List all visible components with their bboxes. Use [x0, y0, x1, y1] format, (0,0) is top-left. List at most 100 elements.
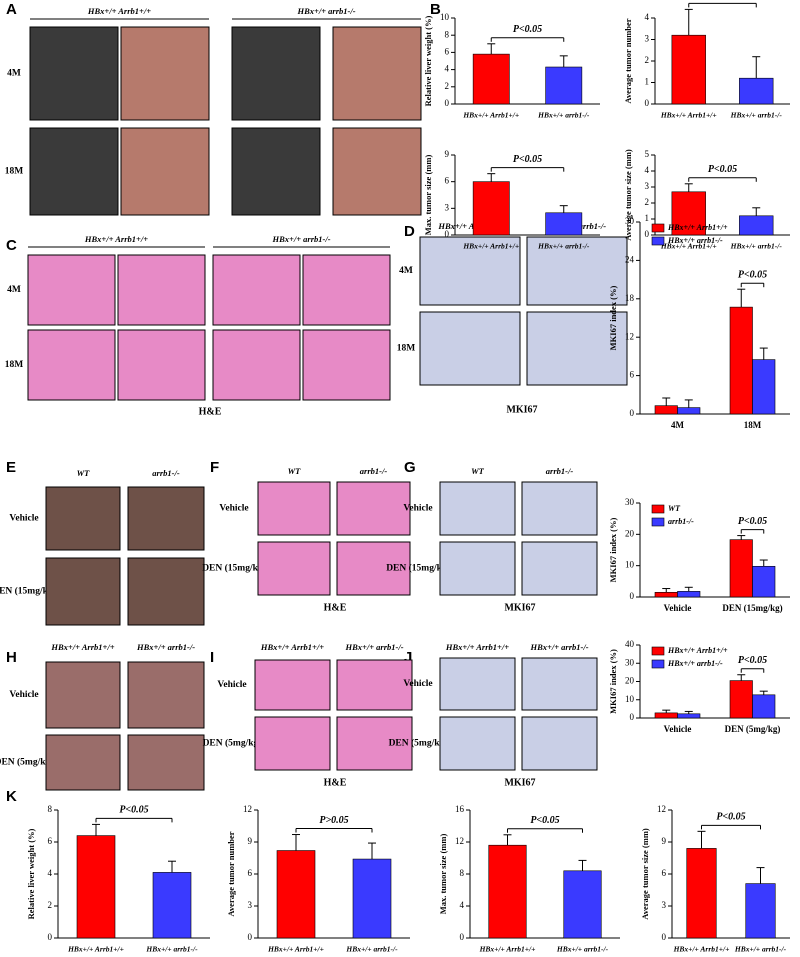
image: [419, 311, 521, 386]
bar: [677, 591, 701, 598]
row-label: Vehicle: [217, 680, 246, 690]
bar: [671, 34, 706, 105]
image: [120, 127, 210, 216]
image: [212, 254, 301, 326]
image: [117, 254, 206, 326]
legend-label: HBx+/+ arrb1-/-: [667, 236, 723, 245]
y-axis-label: Average tumor number: [226, 831, 236, 916]
column-header: HBx+/+ Arrb1+/+: [437, 221, 501, 231]
bar: [545, 66, 583, 105]
y-tick-label: 0: [630, 712, 635, 722]
y-tick-label: 8: [48, 804, 53, 814]
image: [231, 127, 321, 216]
annotation: P<0.05: [738, 516, 767, 527]
annotation: P<0.05: [716, 812, 745, 823]
bar: [654, 405, 678, 415]
image: [332, 127, 422, 216]
bar: [739, 77, 774, 105]
y-tick-label: 6: [248, 868, 253, 878]
bar: [677, 713, 701, 719]
image: [439, 716, 516, 771]
legend-label: HBx+/+ Arrb1+/+: [667, 646, 728, 655]
bar: [686, 848, 717, 939]
panel-letter: C: [6, 237, 17, 254]
x-tick-label: HBx+/+ Arrb1+/+: [462, 242, 519, 251]
y-tick-label: 30: [625, 497, 635, 507]
image: [127, 557, 205, 626]
row-label: 4M: [399, 266, 413, 276]
bar: [654, 591, 678, 598]
y-tick-label: 9: [445, 149, 450, 159]
stain-label: MKI67: [504, 602, 535, 613]
y-tick-label: 0: [248, 932, 253, 942]
legend-swatch: [651, 517, 665, 527]
panel-letter: E: [6, 459, 16, 476]
image: [212, 329, 301, 401]
bar: [472, 53, 510, 105]
x-tick-label: HBx+/+ Arrb1+/+: [673, 945, 730, 954]
bar: [352, 858, 392, 939]
column-header: WT: [288, 466, 302, 476]
bar: [671, 191, 706, 236]
legend-label: arrb1-/-: [668, 517, 694, 526]
y-tick-label: 10: [440, 12, 450, 22]
column-header: WT: [77, 468, 91, 478]
bar: [677, 407, 701, 415]
image: [45, 661, 121, 729]
y-axis-label: Average tumor size (mm): [640, 828, 650, 920]
y-tick-label: 0: [445, 98, 450, 108]
row-label: Vehicle: [403, 679, 432, 689]
image: [257, 481, 331, 536]
y-axis-label: Max. tumor size (mm): [438, 834, 448, 915]
column-header: arrb1-/-: [546, 466, 574, 476]
y-tick-label: 12: [455, 836, 464, 846]
image: [439, 481, 516, 536]
row-label: Vehicle: [219, 504, 248, 514]
panel-letter: D: [404, 223, 415, 240]
x-tick-label: Vehicle: [664, 603, 692, 613]
bar: [739, 215, 774, 236]
y-axis-label: MKI67 index (%): [608, 649, 618, 714]
y-tick-label: 12: [243, 804, 252, 814]
bar: [752, 694, 776, 719]
y-axis-label: Max. tumor size (mm): [423, 155, 433, 236]
row-label: 4M: [7, 69, 21, 79]
row-label: Vehicle: [9, 690, 38, 700]
y-tick-label: 6: [445, 46, 450, 56]
stain-label: H&E: [324, 602, 347, 613]
image: [302, 329, 391, 401]
panel-letter: I: [210, 649, 214, 666]
bar: [729, 539, 753, 598]
x-tick-label: HBx+/+ Arrb1+/+: [267, 945, 324, 954]
stain-label: H&E: [199, 406, 222, 417]
x-tick-label: HBx+/+ Arrb1+/+: [479, 945, 536, 954]
annotation: P<0.05: [738, 269, 767, 280]
bar: [752, 359, 776, 415]
panel-letter: B: [430, 1, 441, 18]
y-tick-label: 18: [625, 293, 635, 303]
panel-letter: K: [6, 788, 17, 805]
y-tick-label: 8: [460, 868, 465, 878]
image: [521, 716, 598, 771]
x-tick-label: HBx+/+ Arrb1+/+: [660, 111, 717, 120]
y-tick-label: 0: [662, 932, 667, 942]
y-tick-label: 10: [625, 694, 635, 704]
x-tick-label: HBx+/+ arrb1-/-: [556, 945, 609, 954]
image: [521, 541, 598, 596]
legend-label: HBx+/+ Arrb1+/+: [667, 223, 728, 232]
column-header: HBx+/+ Arrb1+/+: [445, 642, 509, 652]
legend-swatch: [651, 223, 665, 233]
panel-letter: G: [404, 459, 416, 476]
y-tick-label: 9: [662, 836, 667, 846]
x-tick-label: Vehicle: [664, 724, 692, 734]
image: [231, 26, 321, 121]
column-header: HBx+/+ arrb1-/-: [296, 6, 355, 16]
legend-label: HBx+/+ arrb1-/-: [667, 659, 723, 668]
row-label: 18M: [5, 360, 24, 370]
y-tick-label: 0: [645, 229, 650, 239]
y-tick-label: 6: [48, 836, 53, 846]
column-header: arrb1-/-: [360, 466, 388, 476]
y-tick-label: 2: [48, 900, 53, 910]
x-tick-label: HBx+/+ Arrb1+/+: [660, 242, 717, 251]
image: [419, 236, 521, 306]
